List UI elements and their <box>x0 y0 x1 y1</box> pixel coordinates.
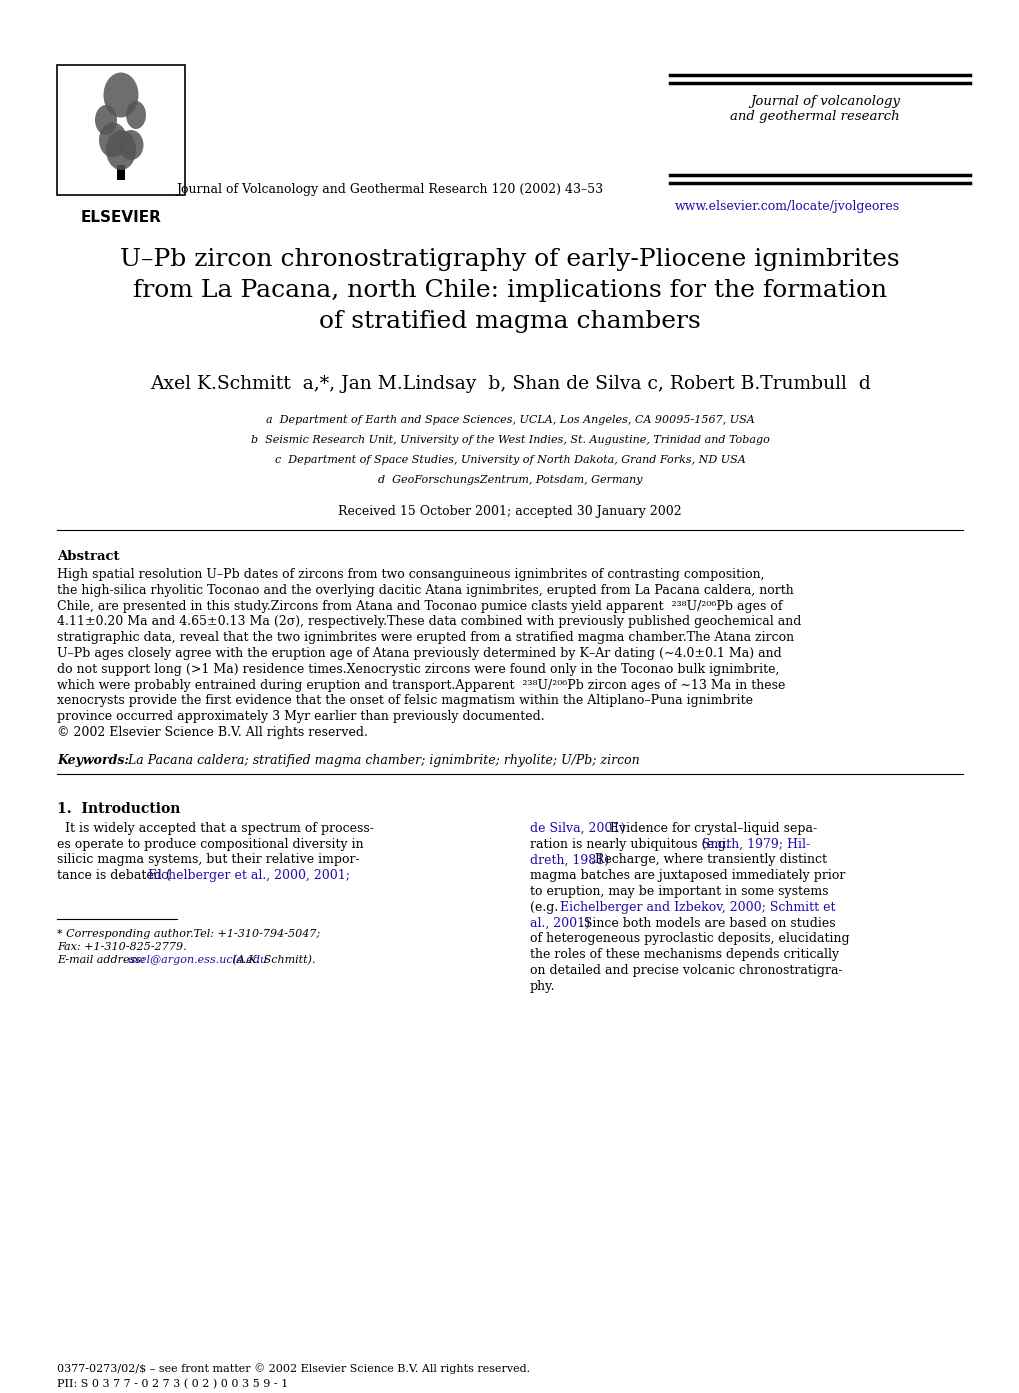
Text: which were probably entrained during eruption and transport.Apparent  ²³⁸U/²⁰⁶Pb: which were probably entrained during eru… <box>57 678 785 691</box>
Text: silicic magma systems, but their relative impor-: silicic magma systems, but their relativ… <box>57 854 360 866</box>
Text: 0377-0273/02/$ – see front matter © 2002 Elsevier Science B.V. All rights reserv: 0377-0273/02/$ – see front matter © 2002… <box>57 1362 530 1373</box>
Ellipse shape <box>103 72 139 117</box>
Text: province occurred approximately 3 Myr earlier than previously documented.: province occurred approximately 3 Myr ea… <box>57 710 544 723</box>
Text: It is widely accepted that a spectrum of process-: It is widely accepted that a spectrum of… <box>57 822 374 834</box>
Text: b  Seismic Research Unit, University of the West Indies, St. Augustine, Trinidad: b Seismic Research Unit, University of t… <box>251 435 768 444</box>
Text: (e.g.: (e.g. <box>530 901 561 914</box>
Text: Journal of volcanology
and geothermal research: Journal of volcanology and geothermal re… <box>730 95 899 123</box>
Text: Abstract: Abstract <box>57 550 119 563</box>
Bar <box>57 65 184 195</box>
Text: magma batches are juxtaposed immediately prior: magma batches are juxtaposed immediately… <box>530 869 845 882</box>
Ellipse shape <box>118 130 144 160</box>
Text: * Corresponding author.Tel: +1-310-794-5047;: * Corresponding author.Tel: +1-310-794-5… <box>57 929 320 939</box>
Text: of stratified magma chambers: of stratified magma chambers <box>319 311 700 333</box>
Ellipse shape <box>106 130 136 170</box>
Text: © 2002 Elsevier Science B.V. All rights reserved.: © 2002 Elsevier Science B.V. All rights … <box>57 726 368 740</box>
Text: d  GeoForschungsZentrum, Potsdam, Germany: d GeoForschungsZentrum, Potsdam, Germany <box>377 475 642 485</box>
Text: Journal of Volcanology and Geothermal Research 120 (2002) 43–53: Journal of Volcanology and Geothermal Re… <box>176 182 603 196</box>
Text: xenocrysts provide the first evidence that the onset of felsic magmatism within : xenocrysts provide the first evidence th… <box>57 694 752 708</box>
Text: .Evidence for crystal–liquid sepa-: .Evidence for crystal–liquid sepa- <box>605 822 816 834</box>
Text: from La Pacana, north Chile: implications for the formation: from La Pacana, north Chile: implication… <box>132 279 887 302</box>
Text: Axel K.Schmitt  a,*, Jan M.Lindsay  b, Shan de Silva c, Robert B.Trumbull  d: Axel K.Schmitt a,*, Jan M.Lindsay b, Sha… <box>150 375 869 393</box>
Text: the roles of these mechanisms depends critically: the roles of these mechanisms depends cr… <box>530 949 839 961</box>
Bar <box>117 164 125 180</box>
Text: al., 2001): al., 2001) <box>530 917 589 929</box>
Text: High spatial resolution U–Pb dates of zircons from two consanguineous ignimbrite: High spatial resolution U–Pb dates of zi… <box>57 568 764 581</box>
Text: Eichelberger et al., 2000, 2001;: Eichelberger et al., 2000, 2001; <box>148 869 350 882</box>
Text: tance is debated (: tance is debated ( <box>57 869 171 882</box>
Text: of heterogeneous pyroclastic deposits, elucidating: of heterogeneous pyroclastic deposits, e… <box>530 932 849 946</box>
Text: axel@argon.ess.ucla.edu: axel@argon.ess.ucla.edu <box>127 956 267 965</box>
Text: to eruption, may be important in some systems: to eruption, may be important in some sy… <box>530 885 827 898</box>
Text: do not support long (>1 Ma) residence times.Xenocrystic zircons were found only : do not support long (>1 Ma) residence ti… <box>57 663 779 676</box>
Text: (A.K. Schmitt).: (A.K. Schmitt). <box>228 956 315 965</box>
Text: Fax: +1-310-825-2779.: Fax: +1-310-825-2779. <box>57 942 186 951</box>
Ellipse shape <box>99 123 127 157</box>
Text: phy.: phy. <box>530 979 555 993</box>
Text: .Recharge, where transiently distinct: .Recharge, where transiently distinct <box>590 854 825 866</box>
Text: de Silva, 2001): de Silva, 2001) <box>530 822 625 834</box>
Text: the high-silica rhyolitic Toconao and the overlying dacitic Atana ignimbrites, e: the high-silica rhyolitic Toconao and th… <box>57 584 793 596</box>
Text: ration is nearly ubiquitous (e.g.: ration is nearly ubiquitous (e.g. <box>530 837 733 851</box>
Ellipse shape <box>126 102 146 130</box>
Text: .Since both models are based on studies: .Since both models are based on studies <box>580 917 836 929</box>
Text: 4.11±0.20 Ma and 4.65±0.13 Ma (2σ), respectively.These data combined with previo: 4.11±0.20 Ma and 4.65±0.13 Ma (2σ), resp… <box>57 616 801 628</box>
Text: PII: S 0 3 7 7 - 0 2 7 3 ( 0 2 ) 0 0 3 5 9 - 1: PII: S 0 3 7 7 - 0 2 7 3 ( 0 2 ) 0 0 3 5… <box>57 1379 288 1389</box>
Text: 1.  Introduction: 1. Introduction <box>57 802 180 816</box>
Text: c  Department of Space Studies, University of North Dakota, Grand Forks, ND USA: c Department of Space Studies, Universit… <box>274 456 745 465</box>
Text: dreth, 1981): dreth, 1981) <box>530 854 608 866</box>
Text: La Pacana caldera; stratified magma chamber; ignimbrite; rhyolite; U/Pb; zircon: La Pacana caldera; stratified magma cham… <box>120 754 639 766</box>
Text: Chile, are presented in this study.Zircons from Atana and Toconao pumice clasts : Chile, are presented in this study.Zirco… <box>57 599 782 613</box>
Ellipse shape <box>95 104 117 135</box>
Text: E-mail address:: E-mail address: <box>57 956 148 965</box>
Text: Received 15 October 2001; accepted 30 January 2002: Received 15 October 2001; accepted 30 Ja… <box>338 506 681 518</box>
Text: Smith, 1979; Hil-: Smith, 1979; Hil- <box>701 837 809 851</box>
Text: Eichelberger and Izbekov, 2000; Schmitt et: Eichelberger and Izbekov, 2000; Schmitt … <box>559 901 835 914</box>
Text: a  Department of Earth and Space Sciences, UCLA, Los Angeles, CA 90095-1567, USA: a Department of Earth and Space Sciences… <box>265 415 754 425</box>
Text: U–Pb ages closely agree with the eruption age of Atana previously determined by : U–Pb ages closely agree with the eruptio… <box>57 646 781 660</box>
Text: on detailed and precise volcanic chronostratigra-: on detailed and precise volcanic chronos… <box>530 964 842 976</box>
Text: stratigraphic data, reveal that the two ignimbrites were erupted from a stratifi: stratigraphic data, reveal that the two … <box>57 631 794 644</box>
Text: ELSEVIER: ELSEVIER <box>81 210 161 226</box>
Text: www.elsevier.com/locate/jvolgeores: www.elsevier.com/locate/jvolgeores <box>675 201 899 213</box>
Text: Keywords:: Keywords: <box>57 754 128 766</box>
Text: U–Pb zircon chronostratigraphy of early-Pliocene ignimbrites: U–Pb zircon chronostratigraphy of early-… <box>120 248 899 272</box>
Text: es operate to produce compositional diversity in: es operate to produce compositional dive… <box>57 837 363 851</box>
